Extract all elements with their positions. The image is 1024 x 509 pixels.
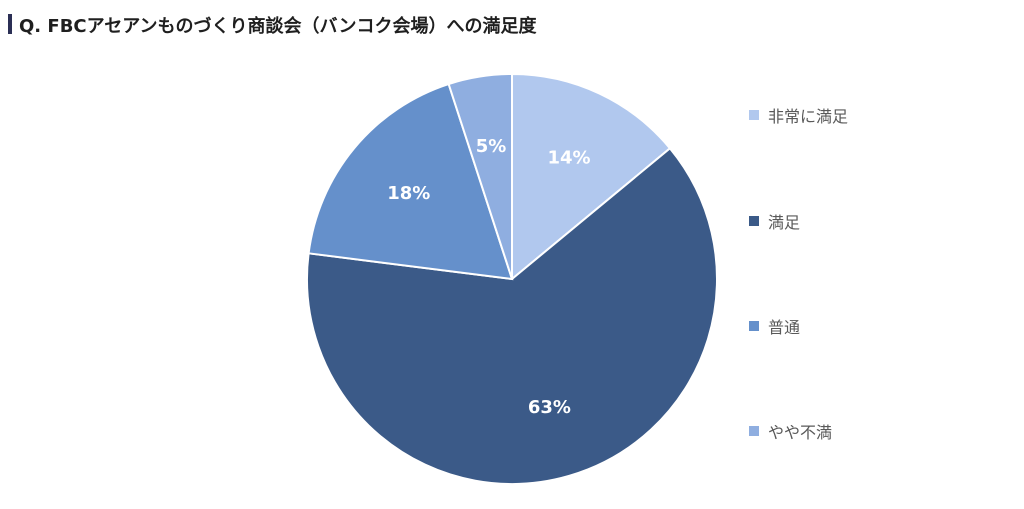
legend-item-2: 普通	[749, 316, 801, 337]
title-accent-bar	[8, 14, 12, 34]
pie-data-label-3: 5%	[476, 136, 507, 157]
pie-slice-3	[447, 72, 513, 280]
legend-item-3: やや不満	[749, 421, 833, 442]
legend-label-0: 非常に満足	[768, 107, 849, 126]
legend-item-1: 満足	[749, 211, 801, 232]
legend-swatch-1	[749, 216, 759, 226]
legend-swatch-3	[749, 426, 759, 436]
pie-slice-1	[306, 146, 718, 485]
pie-data-label-0: 14%	[548, 147, 591, 168]
legend-item-0: 非常に満足	[749, 105, 849, 126]
pie-slice-2	[307, 82, 514, 281]
pie-slices	[306, 72, 718, 485]
pie-slice-0	[511, 72, 672, 282]
legend-label-3: やや不満	[768, 423, 833, 442]
chart-title: Q. FBCアセアンものづくり商談会（バンコク会場）への満足度	[19, 16, 537, 37]
legend-label-2: 普通	[768, 318, 801, 337]
legend-swatch-0	[749, 110, 759, 120]
legend-swatch-2	[749, 321, 759, 331]
pie-data-labels: 14% 63% 18% 5%	[387, 136, 590, 418]
pie-data-label-1: 63%	[528, 397, 571, 418]
pie-data-label-2: 18%	[387, 183, 430, 204]
legend-label-1: 満足	[768, 213, 801, 232]
